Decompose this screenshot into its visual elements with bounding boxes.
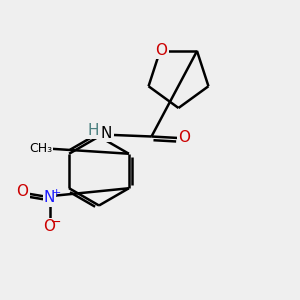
Text: O: O (16, 184, 28, 200)
Text: N: N (44, 190, 55, 206)
Text: CH₃: CH₃ (29, 142, 52, 155)
Text: O: O (155, 43, 167, 58)
Text: +: + (51, 188, 61, 198)
Text: O: O (44, 219, 56, 234)
Text: −: − (51, 215, 62, 229)
Text: O: O (178, 130, 190, 145)
Text: H: H (87, 123, 99, 138)
Text: N: N (101, 126, 112, 141)
